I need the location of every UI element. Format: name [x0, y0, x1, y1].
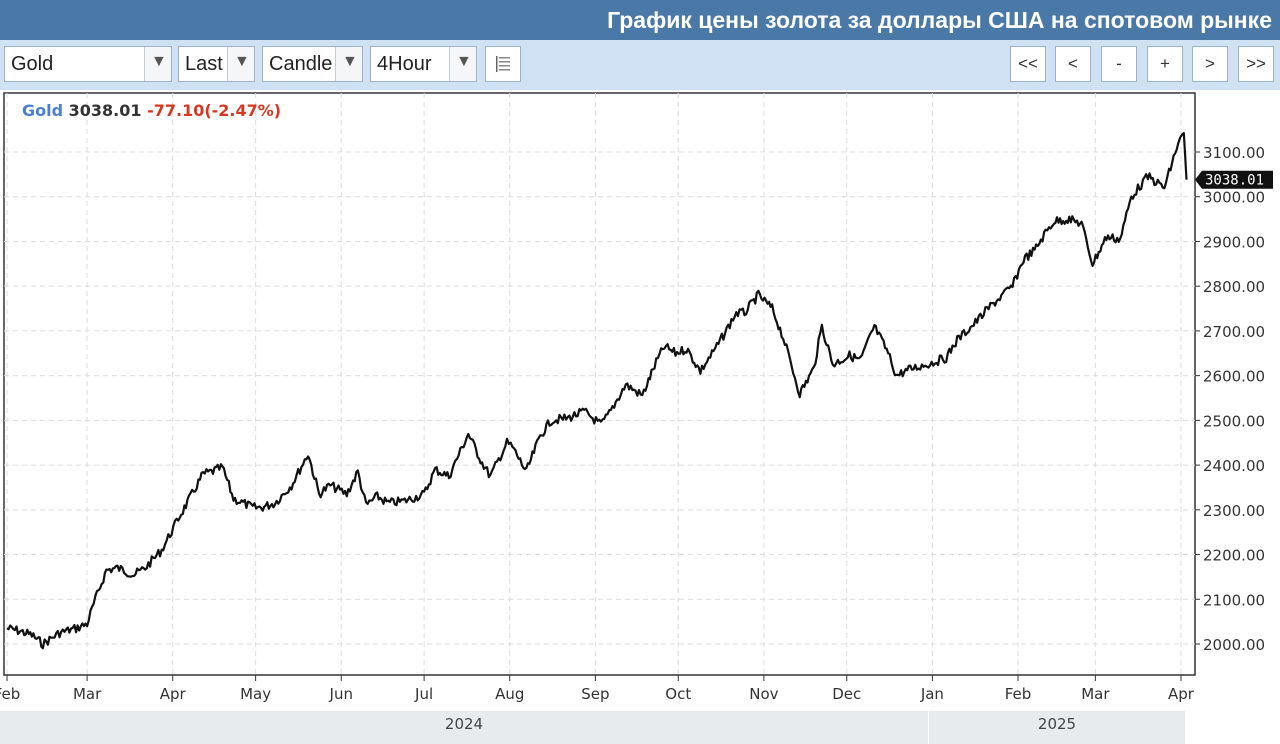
- x-tick-label: Mar: [1081, 685, 1110, 703]
- zoom-out-button[interactable]: -: [1101, 46, 1137, 82]
- x-tick-label: Feb: [1005, 685, 1032, 703]
- chevron-down-icon: ▼: [456, 53, 472, 70]
- zoom-in-button[interactable]: +: [1147, 46, 1183, 82]
- y-tick-label: 2800.00: [1203, 278, 1265, 296]
- chevron-down-icon: ▼: [151, 53, 167, 70]
- x-tick-label: Apr: [1168, 685, 1195, 703]
- interval-value: 4Hour: [377, 53, 432, 75]
- x-tick-label: Jul: [414, 685, 433, 703]
- chevron-down-icon: ▼: [234, 53, 250, 70]
- plot-area: [3, 92, 1196, 676]
- legend-price: 3038.01: [68, 101, 142, 120]
- x-tick-label: Nov: [749, 685, 778, 703]
- y-tick-label: 3100.00: [1203, 144, 1265, 162]
- x-tick-label: May: [240, 685, 271, 703]
- page-title: График цены золота за доллары США на спо…: [607, 7, 1272, 33]
- x-tick-label: Mar: [73, 685, 102, 703]
- indicators-button[interactable]: [485, 46, 521, 82]
- chart-toolbar: Gold ▼ Last ▼ Candle ▼ 4Hour ▼ << < - + …: [0, 40, 1280, 90]
- legend-symbol: Gold: [22, 101, 64, 120]
- chevron-down-icon: ▼: [342, 53, 358, 70]
- y-tick-label: 2600.00: [1203, 368, 1265, 386]
- price-type-dropdown-arrow[interactable]: ▼: [227, 47, 254, 81]
- x-tick-label: Dec: [832, 685, 861, 703]
- price-type-select[interactable]: Last ▼: [178, 46, 255, 82]
- y-tick-label: 3000.00: [1203, 189, 1265, 207]
- y-tick-label: 2000.00: [1203, 636, 1265, 654]
- y-tick-label: 2400.00: [1203, 457, 1265, 475]
- symbol-select[interactable]: Gold ▼: [4, 46, 172, 82]
- nav-last-button[interactable]: >>: [1238, 46, 1274, 82]
- x-tick-label: Sep: [581, 685, 609, 703]
- year-band-2025: 2025: [929, 711, 1185, 744]
- nav-first-button[interactable]: <<: [1010, 46, 1046, 82]
- price-series-line: [6, 131, 1188, 650]
- chart-type-dropdown-arrow[interactable]: ▼: [335, 47, 362, 81]
- interval-select[interactable]: 4Hour ▼: [370, 46, 477, 82]
- y-tick-label: 2700.00: [1203, 323, 1265, 341]
- list-icon: [496, 56, 510, 72]
- y-tick-label: 2300.00: [1203, 502, 1265, 520]
- y-tick-label: 2200.00: [1203, 547, 1265, 565]
- x-tick-label: Jun: [329, 685, 353, 703]
- year-label: 2024: [444, 715, 484, 733]
- interval-dropdown-arrow[interactable]: ▼: [449, 47, 476, 81]
- gold-price-chart[interactable]: 2000.00 2100.00 2200.00 2300.00 2400.00 2500.…: [0, 90, 1280, 711]
- x-tick-label: Oct: [665, 685, 691, 703]
- x-tick-label: Apr: [160, 685, 187, 703]
- year-label: 2025: [1037, 715, 1077, 733]
- y-tick-label: 2900.00: [1203, 233, 1265, 251]
- last-price-label: 3038.01: [1205, 173, 1264, 189]
- y-tick-label: 2500.00: [1203, 412, 1265, 430]
- last-price-marker: [1195, 170, 1273, 189]
- chart-type-select[interactable]: Candle ▼: [262, 46, 363, 82]
- legend-change: -77.10(-2.47%): [147, 101, 282, 120]
- x-tick-label: Aug: [495, 685, 524, 703]
- title-bar: График цены золота за доллары США на спо…: [0, 0, 1280, 40]
- chart-legend: Gold 3038.01 -77.10(-2.47%): [22, 101, 281, 120]
- x-tick-label: Feb: [0, 685, 20, 703]
- chart-type-value: Candle: [269, 53, 333, 75]
- x-tick-label: Jan: [920, 685, 944, 703]
- nav-next-button[interactable]: >: [1192, 46, 1228, 82]
- nav-prev-button[interactable]: <: [1055, 46, 1091, 82]
- year-band-2024: 2024: [0, 711, 928, 744]
- y-tick-label: 2100.00: [1203, 591, 1265, 609]
- symbol-dropdown-arrow[interactable]: ▼: [144, 47, 171, 81]
- symbol-select-value: Gold: [11, 53, 54, 75]
- price-type-value: Last: [185, 53, 223, 75]
